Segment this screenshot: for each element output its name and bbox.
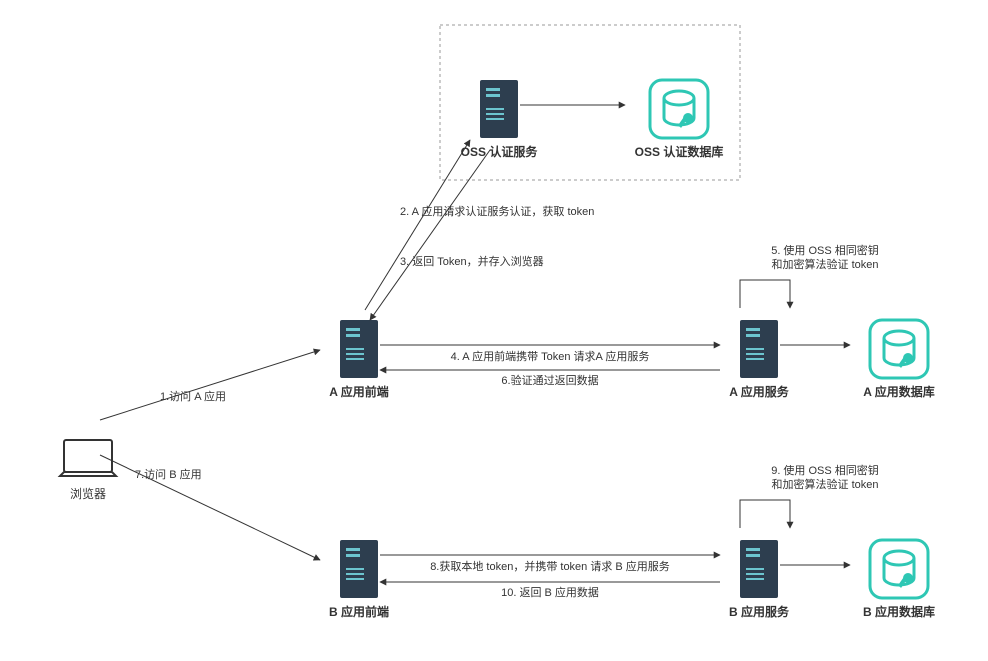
node-label: B 应用服务 — [729, 604, 790, 619]
server-icon — [340, 540, 378, 598]
database-icon — [870, 540, 928, 598]
node-label: A 应用服务 — [729, 384, 790, 399]
node-label: OSS 认证服务 — [461, 144, 539, 159]
node-label: A 应用前端 — [329, 384, 389, 399]
edge-e5 — [740, 280, 790, 308]
database-icon — [870, 320, 928, 378]
server-icon — [480, 80, 518, 138]
node-label: A 应用数据库 — [863, 384, 935, 399]
server-icon — [340, 320, 378, 378]
edge-label: 和加密算法验证 token — [772, 477, 879, 491]
edge-label: 3. 返回 Token，并存入浏览器 — [400, 254, 544, 268]
architecture-diagram: 浏览器 OSS 认证服务 OSS 认证数据库 A 应用前端 A 应用服务 A 应用数据库 B… — [0, 0, 988, 661]
edge-label: 6.验证通过返回数据 — [501, 373, 598, 387]
edge-e9 — [740, 500, 790, 528]
laptop-icon — [60, 440, 116, 476]
edge-label: 2. A 应用请求认证服务认证，获取 token — [400, 204, 594, 218]
database-icon — [650, 80, 708, 138]
edge-e2 — [365, 140, 470, 310]
edge-label: 8.获取本地 token，并携带 token 请求 B 应用服务 — [430, 559, 670, 573]
edge-label: 10. 返回 B 应用数据 — [501, 585, 599, 599]
node-label: OSS 认证数据库 — [635, 144, 724, 159]
edge-label: 7.访问 B 应用 — [135, 467, 202, 481]
server-icon — [740, 320, 778, 378]
edge-e7 — [100, 455, 320, 560]
node-label: 浏览器 — [70, 486, 106, 501]
edge-label: 和加密算法验证 token — [772, 257, 879, 271]
edge-e1 — [100, 350, 320, 420]
edge-label: 1.访问 A 应用 — [160, 389, 226, 403]
server-icon — [740, 540, 778, 598]
node-label: B 应用前端 — [329, 604, 389, 619]
edge-e3 — [370, 150, 490, 320]
edge-label: 9. 使用 OSS 相同密钥 — [771, 463, 879, 477]
edge-label: 4. A 应用前端携带 Token 请求A 应用服务 — [451, 349, 650, 363]
node-label: B 应用数据库 — [863, 604, 935, 619]
edge-label: 5. 使用 OSS 相同密钥 — [771, 243, 879, 257]
